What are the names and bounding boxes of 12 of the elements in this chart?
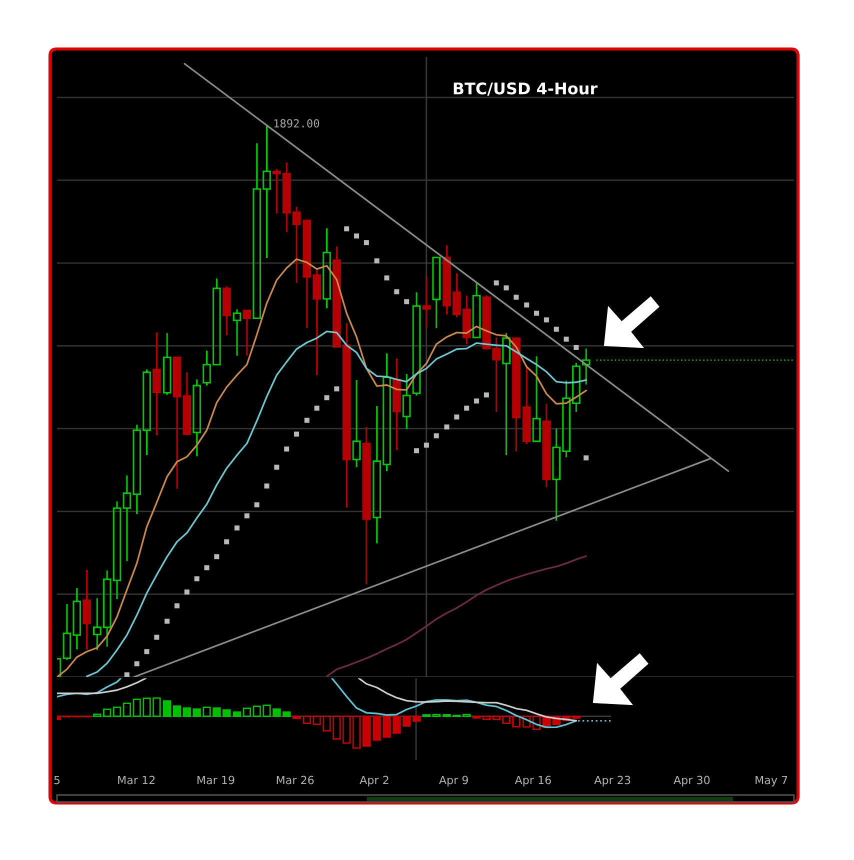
x-tick-label: Apr 30 xyxy=(674,776,710,786)
x-tick-label: Mar 26 xyxy=(276,776,314,784)
x-tick-label: Apr 16 xyxy=(514,776,551,786)
x-tick-label: Apr 2 xyxy=(360,776,388,786)
x-tick-label: Mar 12 xyxy=(118,776,155,784)
annotation: 1892.00 xyxy=(274,119,320,128)
chart-title: BTC/USD 4-Hour xyxy=(454,82,598,96)
x-tick-label: Apr 9 xyxy=(439,776,468,786)
x-tick-label: Apr 23 xyxy=(594,776,630,786)
x-tick-label: Mar 19 xyxy=(198,776,234,784)
x-tick-label: 5 xyxy=(54,776,60,784)
x-tick-label: May 7 xyxy=(756,776,788,786)
